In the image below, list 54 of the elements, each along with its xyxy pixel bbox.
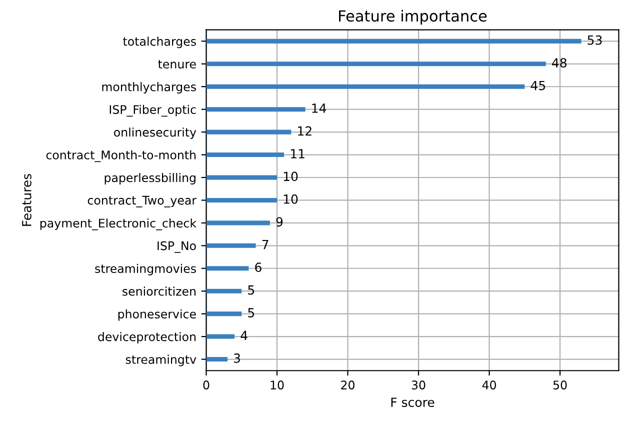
y-tick-label: seniorcitizen [122,286,196,296]
data-label: 5 [248,285,254,295]
bar [206,198,278,202]
data-label: 6 [255,262,262,272]
bar [206,107,306,112]
x-tick-label: 20 [341,380,354,390]
bar [206,84,525,89]
x-tick-label: 30 [412,380,426,390]
y-tick-label: onlinesecurity [114,128,196,139]
y-tick-label: totalcharges [123,36,196,48]
y-tick-label: tenure [158,60,196,69]
x-axis-title: F score [391,398,434,407]
bar [206,266,249,271]
y-tick-label: ISP_Fiber_optic [110,104,196,117]
y-tick-label: contract_Month-to-month [46,150,196,162]
y-tick-label: ISP_No [158,241,196,253]
bar [206,130,292,134]
y-tick-label: paperlessbilling [104,173,196,184]
data-label: 11 [291,149,304,158]
data-label: 9 [276,217,283,227]
y-tick-label: deviceprotection [98,332,196,344]
bar [206,38,582,44]
y-tick-label: phoneservice [118,309,196,321]
bar [206,356,228,362]
data-label: 12 [298,126,312,136]
bar [206,175,278,180]
data-label: 3 [234,353,240,363]
x-tick-label: 0 [203,380,210,390]
data-label: 45 [530,80,546,90]
bar [206,152,284,158]
x-tick-label: 50 [553,380,567,390]
data-label: 48 [552,58,566,68]
data-label: 4 [240,330,248,340]
x-tick-label: 10 [270,380,284,390]
bar [206,62,546,66]
bar [206,334,235,339]
data-label: 10 [284,194,298,204]
chart-title: Feature importance [339,10,487,25]
data-label: 10 [284,172,298,182]
data-label: 5 [248,308,254,318]
bar [206,312,242,316]
y-tick-label: payment_Electronic_check [40,218,196,230]
y-tick-label: contract_Two_year [88,196,197,208]
bar [206,243,256,248]
y-tick-label: streamingtv [126,354,196,366]
y-tick-label: streamingmovies [95,264,196,276]
data-label: 7 [262,240,268,250]
y-axis-title: Features [22,174,32,226]
x-tick-label: 40 [482,380,496,390]
data-label: 53 [588,35,602,45]
bar [206,288,242,294]
bar [206,220,270,226]
data-label: 14 [312,104,326,113]
y-tick-label: monthlycharges [102,82,196,94]
